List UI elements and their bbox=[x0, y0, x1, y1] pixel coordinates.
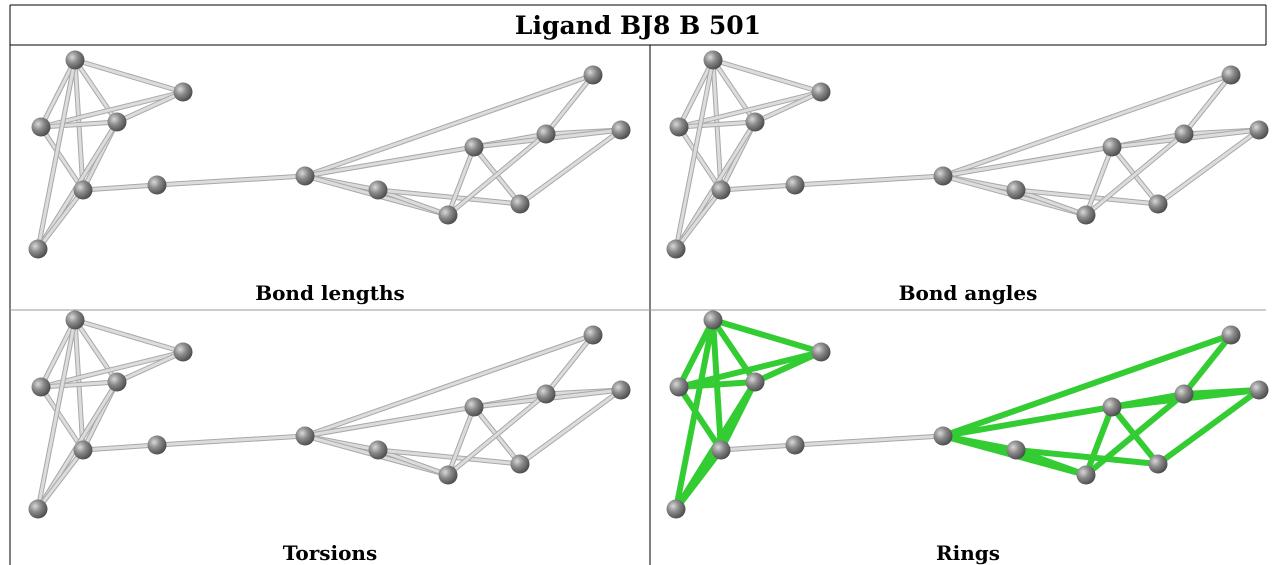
atom bbox=[296, 427, 315, 446]
atom bbox=[74, 441, 93, 460]
atom bbox=[1222, 326, 1241, 345]
molecule-panel bbox=[29, 51, 631, 259]
table-borders bbox=[10, 5, 1266, 565]
atom bbox=[934, 427, 953, 446]
atom bbox=[584, 66, 603, 85]
atom bbox=[66, 51, 85, 70]
atom bbox=[369, 441, 388, 460]
molecule-panel bbox=[29, 311, 631, 519]
page: Ligand BJ8 B 501 Bond lengths Bond angles… bbox=[0, 0, 1276, 565]
atom bbox=[108, 373, 127, 392]
atom bbox=[465, 138, 484, 157]
atom bbox=[786, 436, 805, 455]
atom bbox=[537, 125, 556, 144]
panel-label: Bond lengths bbox=[255, 281, 405, 305]
bond bbox=[943, 147, 1112, 176]
atom bbox=[148, 436, 167, 455]
atom bbox=[704, 311, 723, 330]
atom bbox=[465, 398, 484, 417]
atom bbox=[32, 118, 51, 137]
atom bbox=[537, 385, 556, 404]
bond bbox=[795, 176, 943, 185]
atom bbox=[746, 113, 765, 132]
atom bbox=[1175, 125, 1194, 144]
atom bbox=[612, 381, 631, 400]
panel-label: Rings bbox=[936, 541, 1000, 565]
atom bbox=[1222, 66, 1241, 85]
atom bbox=[1103, 398, 1122, 417]
atom bbox=[1250, 381, 1269, 400]
panel-label: Torsions bbox=[283, 541, 377, 565]
figure-table: Ligand BJ8 B 501 Bond lengths Bond angles… bbox=[0, 0, 1276, 565]
atom bbox=[148, 176, 167, 195]
atom bbox=[812, 343, 831, 362]
molecule-panel bbox=[667, 51, 1269, 259]
bond bbox=[157, 436, 305, 445]
atom bbox=[1007, 441, 1026, 460]
atom bbox=[934, 167, 953, 186]
atom bbox=[369, 181, 388, 200]
bond bbox=[943, 407, 1112, 436]
atom bbox=[66, 311, 85, 330]
atom bbox=[712, 441, 731, 460]
molecule-panel bbox=[667, 311, 1269, 519]
atom bbox=[667, 240, 686, 259]
atom bbox=[1175, 385, 1194, 404]
atom bbox=[74, 181, 93, 200]
atom bbox=[812, 83, 831, 102]
atom bbox=[1007, 181, 1026, 200]
atom bbox=[1077, 466, 1096, 485]
bond bbox=[305, 407, 474, 436]
atom bbox=[1149, 455, 1168, 474]
atom bbox=[1077, 206, 1096, 225]
bond bbox=[795, 436, 943, 445]
atom bbox=[29, 240, 48, 259]
atom bbox=[32, 378, 51, 397]
panels: Bond lengths Bond angles Torsions Rings bbox=[29, 51, 1269, 565]
atom bbox=[786, 176, 805, 195]
atom bbox=[1103, 138, 1122, 157]
atom bbox=[1149, 195, 1168, 214]
atom bbox=[108, 113, 127, 132]
atom bbox=[746, 373, 765, 392]
atom bbox=[296, 167, 315, 186]
atom bbox=[612, 121, 631, 140]
atom bbox=[439, 466, 458, 485]
title: Ligand BJ8 B 501 bbox=[515, 11, 761, 40]
atom bbox=[511, 455, 530, 474]
bond bbox=[157, 176, 305, 185]
atom bbox=[1250, 121, 1269, 140]
atom bbox=[439, 206, 458, 225]
atom bbox=[584, 326, 603, 345]
atom bbox=[174, 343, 193, 362]
atom bbox=[174, 83, 193, 102]
panel-label: Bond angles bbox=[899, 281, 1038, 305]
atom bbox=[704, 51, 723, 70]
atom bbox=[670, 378, 689, 397]
bond bbox=[305, 147, 474, 176]
atom bbox=[29, 500, 48, 519]
atom bbox=[712, 181, 731, 200]
atom bbox=[511, 195, 530, 214]
atom bbox=[670, 118, 689, 137]
atom bbox=[667, 500, 686, 519]
